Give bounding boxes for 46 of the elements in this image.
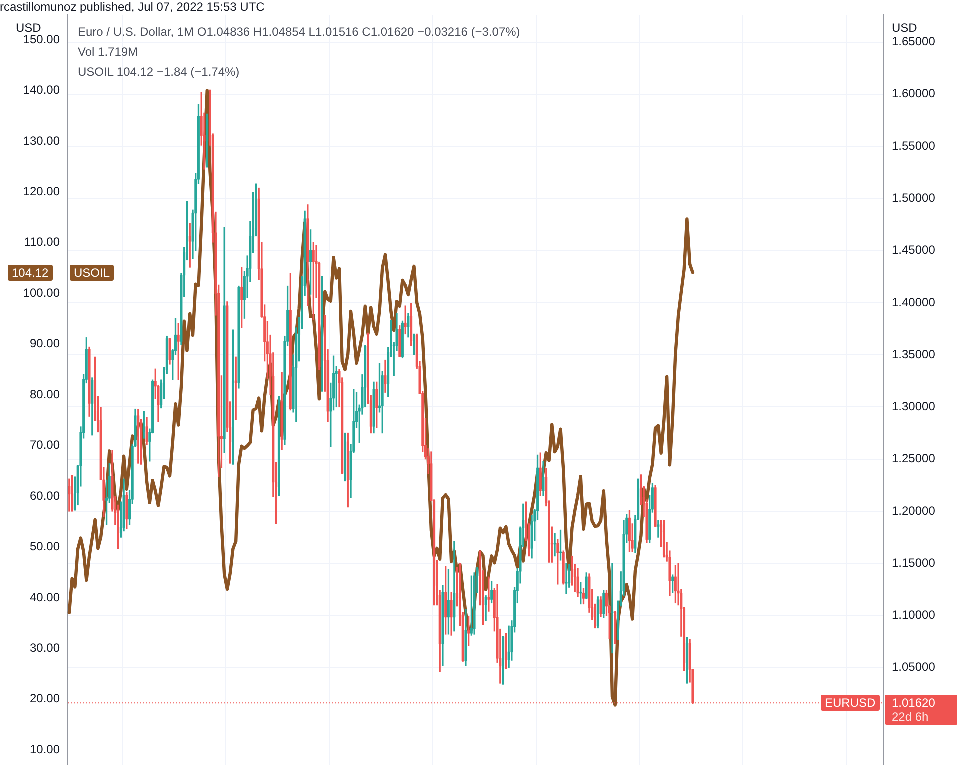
y2-tick-label: 1.65000 [892, 34, 936, 49]
candlestick [344, 432, 346, 482]
text: 22d 6h [892, 710, 930, 724]
candlestick [582, 588, 585, 605]
y2-tick-label: 1.30000 [892, 400, 936, 414]
annotation: Vol 1.719M [78, 45, 138, 60]
text: rcastillomunoz published, Jul 07, 2022 15:53 UTC [0, 0, 265, 14]
legend-label: USOIL [70, 264, 114, 281]
annotation: Euro / U.S. Dollar, 1M O1.04836 H1.04854 L1.01516 C1.01620 −0.03216 (−3.07%) [78, 25, 520, 40]
y-tick-label: 130.00 [23, 134, 60, 148]
y-tick-label: 80.00 [30, 387, 60, 402]
y-tick-label: 10.00 [30, 742, 60, 756]
y2-tick-label: 1.40000 [892, 295, 936, 310]
y2-tick-label: 1.50000 [892, 191, 936, 206]
y2-tick-label: 1.20000 [892, 504, 936, 518]
candlestick [560, 530, 562, 561]
candlestick [657, 520, 660, 538]
candlestick [412, 334, 416, 356]
candlestick [611, 563, 614, 654]
y2-tick-label: 1.25000 [892, 452, 936, 466]
y2-tick-label: 1.55000 [892, 138, 936, 153]
y2-tick-label: 1.10000 [892, 608, 936, 622]
y2-tick-label: 1.15000 [892, 556, 936, 570]
ref-line-label: EURUSD [821, 695, 880, 712]
candlestick [321, 276, 324, 392]
y-tick-label: 90.00 [30, 336, 60, 351]
y2-tick-label: 1.45000 [892, 243, 936, 258]
y-tick-label: 70.00 [30, 438, 60, 452]
y-tick-label: 20.00 [30, 692, 60, 706]
y-tick-label: 30.00 [30, 640, 60, 655]
y2-tick-label: 1.35000 [892, 347, 936, 362]
y2-axis-title: USD [892, 21, 918, 36]
y-tick-label: 40.00 [30, 590, 60, 604]
text: 1.01620 [892, 696, 936, 710]
candlestick [488, 576, 490, 612]
text: 104.12 [8, 264, 53, 281]
y2-tick-label: 1.05000 [892, 660, 936, 674]
y-tick-label: 120.00 [23, 184, 60, 199]
y-tick-label: 110.00 [24, 235, 60, 250]
annotation: USOIL 104.12 −1.84 (−1.74%) [78, 65, 240, 80]
y-tick-label: 100.00 [23, 286, 60, 300]
y-tick-label: 60.00 [30, 488, 60, 503]
y-tick-label: 140.00 [23, 83, 60, 98]
candlestick [628, 510, 631, 552]
y2-tick-label: 1.60000 [892, 86, 936, 101]
y-tick-label: 50.00 [30, 540, 60, 554]
